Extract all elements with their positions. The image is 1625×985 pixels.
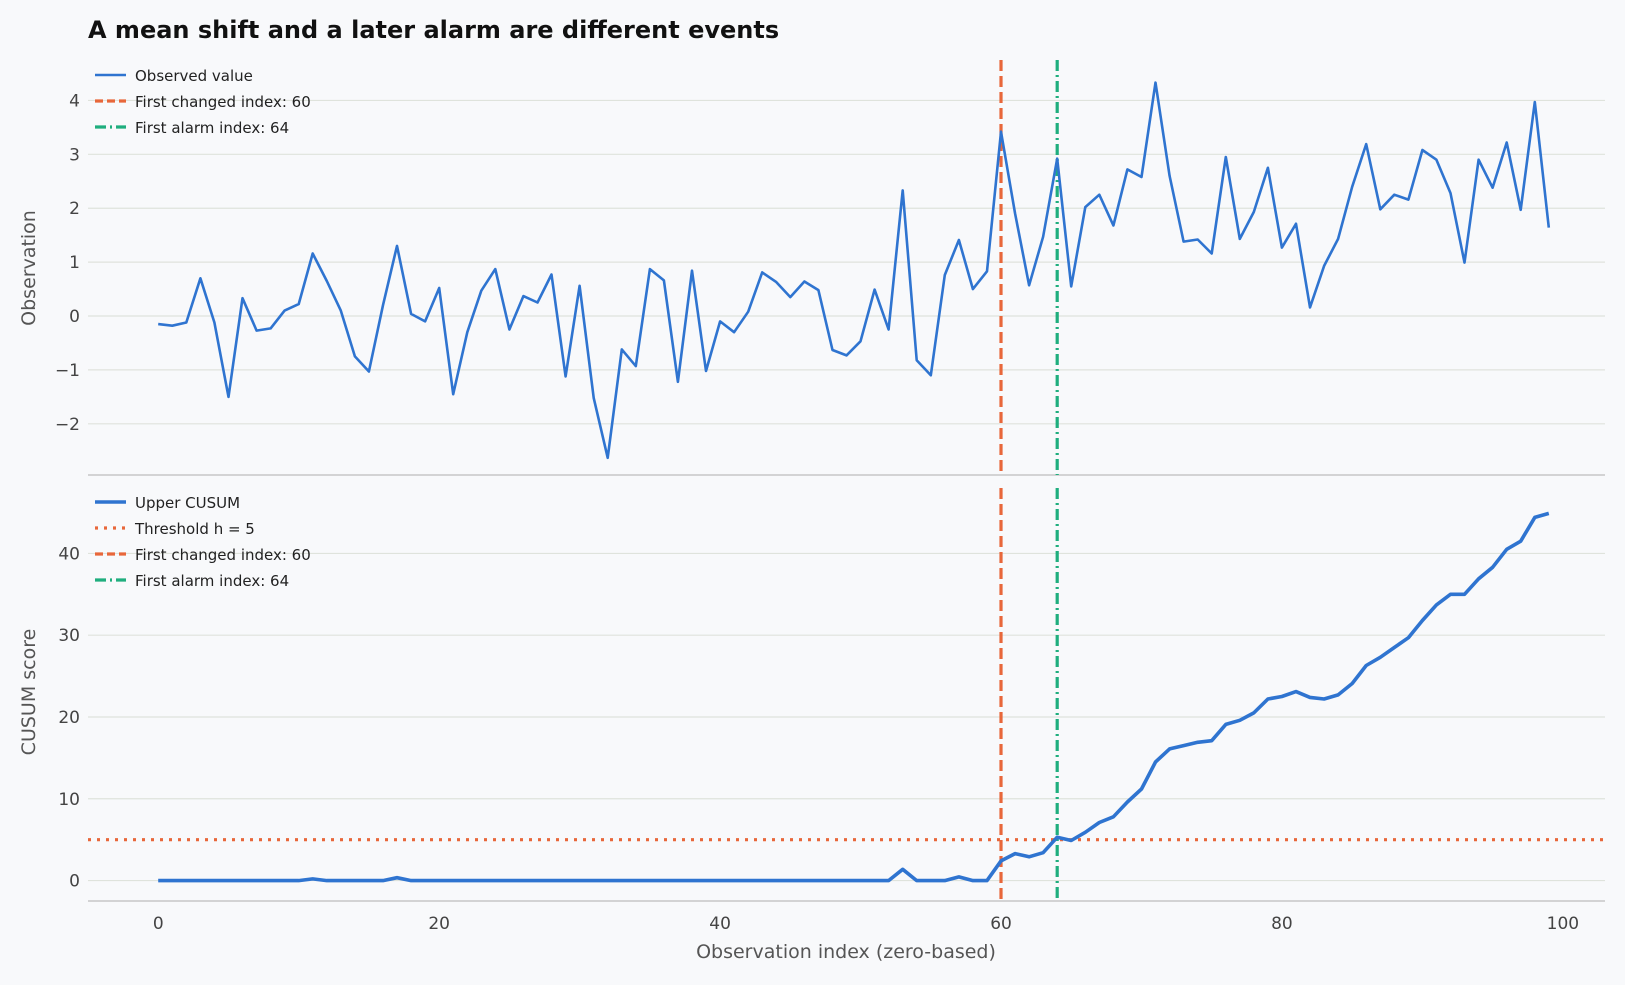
y-tick-label: 2	[69, 199, 80, 219]
cusum-legend: Upper CUSUM Threshold h = 5 First change…	[95, 494, 311, 590]
x-tick-label: 20	[428, 914, 450, 934]
y-tick-label: 30	[58, 626, 80, 646]
observation-vlines	[999, 60, 1059, 475]
y-tick-label: −2	[55, 415, 80, 435]
observation-y-label: Observation	[18, 210, 40, 326]
x-tick-label: 80	[1271, 914, 1293, 934]
legend-label-first-alarm-index: First alarm index: 64	[135, 119, 289, 137]
cusum-y-ticks: 0 10 20 30 40	[58, 544, 80, 891]
legend-label-threshold: Threshold h = 5	[134, 520, 255, 538]
legend-label-first-alarm-index-2: First alarm index: 64	[135, 572, 289, 590]
x-axis-label: Observation index (zero-based)	[696, 941, 996, 963]
legend-label-observed-value: Observed value	[135, 67, 253, 85]
cusum-grid	[88, 552, 1605, 882]
observation-y-ticks: −2 −1 0 1 2 3 4	[55, 91, 80, 434]
y-tick-label: 10	[58, 790, 80, 810]
x-tick-label: 40	[709, 914, 731, 934]
y-tick-label: 1	[69, 253, 80, 273]
upper-cusum-line	[158, 511, 1550, 883]
y-tick-label: 3	[69, 145, 80, 165]
observation-legend: Observed value First changed index: 60 F…	[95, 67, 311, 137]
observation-panel: −2 −1 0 1 2 3 4 Observation Observed value Fir…	[18, 60, 1605, 476]
x-tick-label: 0	[153, 914, 164, 934]
y-tick-label: −1	[55, 361, 80, 381]
legend-label-first-changed-index-2: First changed index: 60	[135, 546, 311, 564]
cusum-vlines	[999, 488, 1059, 901]
x-tick-label: 60	[990, 914, 1012, 934]
legend-label-upper-cusum: Upper CUSUM	[135, 494, 240, 512]
cusum-x-ticks: 0 20 40 60 80 100	[153, 914, 1579, 934]
x-tick-label: 100	[1547, 914, 1579, 934]
y-tick-label: 40	[58, 544, 80, 564]
observed-value-line	[158, 81, 1551, 460]
y-tick-label: 4	[69, 91, 80, 111]
cusum-y-label: CUSUM score	[18, 629, 40, 756]
y-tick-label: 0	[69, 872, 80, 892]
observation-grid	[88, 99, 1605, 425]
cusum-panel: 0 10 20 30 40 0 20 40 60 80 100 CUSUM score Obser…	[18, 488, 1605, 963]
chart-title: A mean shift and a later alarm are diffe…	[88, 16, 779, 44]
legend-label-first-changed-index: First changed index: 60	[135, 93, 311, 111]
y-tick-label: 20	[58, 708, 80, 728]
y-tick-label: 0	[69, 307, 80, 327]
